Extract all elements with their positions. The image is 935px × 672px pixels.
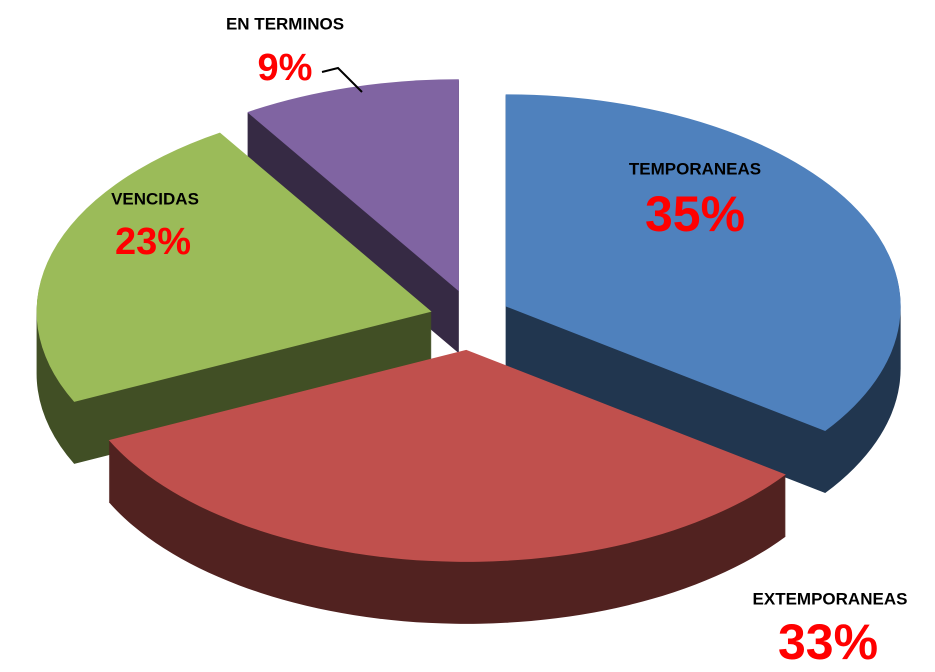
slice-value-label: 33% xyxy=(778,614,878,670)
pie xyxy=(36,79,901,624)
slice-label: EN TERMINOS xyxy=(226,14,344,33)
slice-value-label: 35% xyxy=(645,186,745,242)
slice-label: EXTEMPORANEAS xyxy=(753,589,908,608)
leader-line xyxy=(321,66,363,93)
slice-value-label: 23% xyxy=(115,221,191,263)
slice xyxy=(505,94,901,431)
slice-label: VENCIDAS xyxy=(111,189,199,208)
slice-label: TEMPORANEAS xyxy=(629,159,761,178)
slice xyxy=(36,132,432,402)
slice xyxy=(108,349,786,562)
slice-value-label: 9% xyxy=(258,47,313,89)
slice xyxy=(247,79,459,292)
